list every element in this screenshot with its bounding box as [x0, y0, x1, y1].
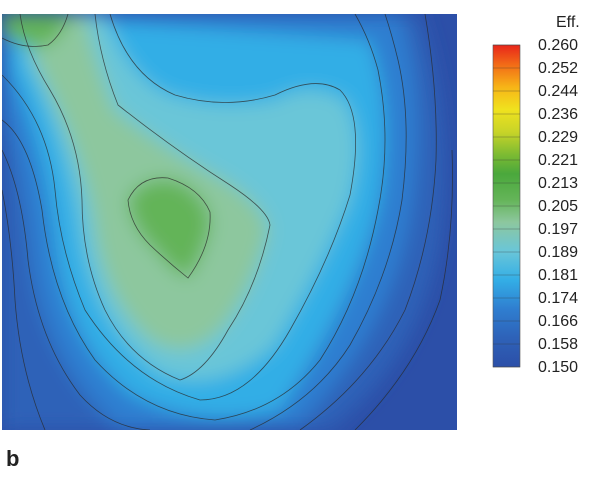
colorbar-tick-label: 0.150	[538, 359, 578, 376]
colorbar-tick-label: 0.252	[538, 60, 578, 77]
contour-0166b	[249, 14, 407, 430]
colorbar-tick-label: 0.174	[538, 290, 578, 307]
colorbar-tick-label: 0.213	[538, 175, 578, 192]
colorbar-tick-label: 0.189	[538, 244, 578, 261]
contour-0174	[2, 14, 386, 421]
colorbar-tick-label: 0.181	[538, 267, 578, 284]
colorbar-tick-label: 0.205	[538, 198, 578, 215]
colorbar-ticks: 0.260 0.252 0.244 0.236 0.229 0.221 0.213 0.205…	[493, 37, 578, 376]
contour-peak-top	[2, 14, 69, 47]
colorbar-tick-label: 0.197	[538, 221, 578, 238]
colorbar: Eff. 0.260 0.252 0.244 0.236 0.229 0.221 0.213…	[492, 14, 580, 376]
contour-0158b	[299, 14, 437, 430]
colorbar-tick-label: 0.158	[538, 336, 578, 353]
colorbar-tick-label: 0.236	[538, 106, 578, 123]
panel-label: b	[6, 446, 20, 471]
contour-0158	[2, 189, 46, 430]
colorbar-title: Eff.	[556, 14, 580, 31]
heatmap-field	[2, 14, 457, 430]
colorbar-tick-label: 0.244	[538, 83, 578, 100]
contour-0150	[354, 149, 453, 430]
field-band-0197	[128, 179, 211, 278]
colorbar-tick-label: 0.260	[538, 37, 578, 54]
contour-0189	[19, 14, 271, 381]
contour-0181	[2, 14, 357, 401]
field-peak-top	[2, 14, 70, 48]
colorbar-tick-label: 0.166	[538, 313, 578, 330]
contour-0197	[127, 177, 211, 279]
contour-0166	[2, 149, 151, 430]
colorbar-tick-label: 0.229	[538, 129, 578, 146]
colorbar-tick-label: 0.221	[538, 152, 578, 169]
